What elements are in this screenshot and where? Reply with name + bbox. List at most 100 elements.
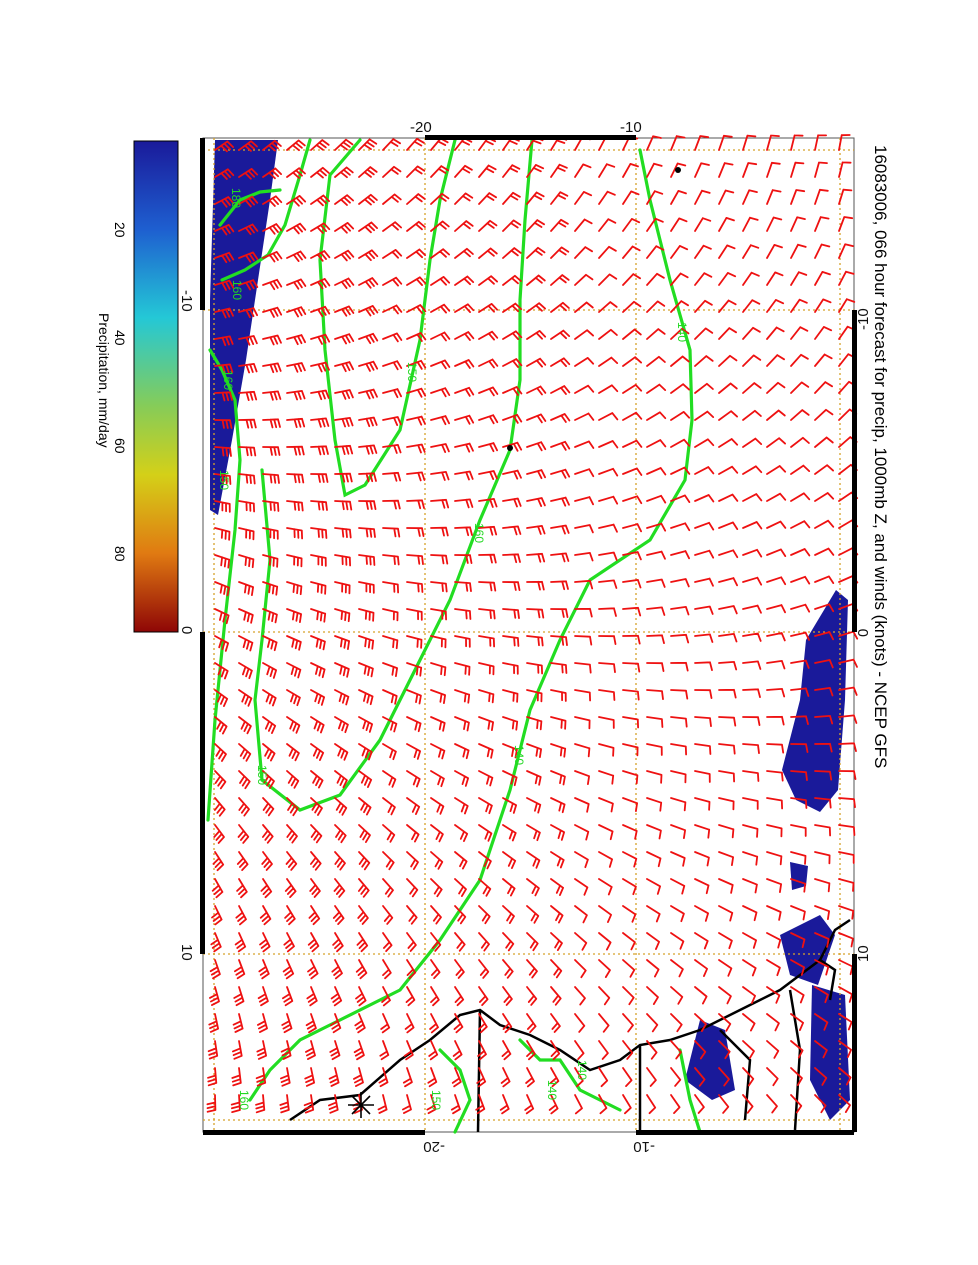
wind-barb	[209, 986, 220, 1006]
wind-barb	[646, 905, 661, 923]
wind-barb	[670, 797, 687, 812]
wind-barb	[406, 851, 419, 870]
wind-barb	[382, 635, 399, 650]
wind-barb	[766, 161, 781, 178]
wind-barb	[238, 279, 259, 291]
wind-barb	[574, 524, 594, 534]
wind-barb	[427, 1067, 438, 1088]
wind-barb	[622, 905, 637, 923]
wind-barb	[574, 273, 594, 286]
wind-barb	[286, 278, 307, 290]
wind-barb	[694, 382, 714, 394]
wind-barb	[406, 905, 418, 925]
wind-barb	[694, 577, 714, 587]
wind-barb	[358, 138, 378, 151]
wind-barb	[814, 878, 831, 893]
wind-barb	[622, 411, 643, 421]
wind-barb	[622, 1040, 634, 1060]
wind-barb	[670, 466, 691, 475]
wind-barb	[478, 414, 499, 425]
wind-barb	[646, 662, 665, 672]
wind-barb	[838, 742, 857, 752]
wind-barb	[622, 606, 642, 617]
wind-barb	[766, 604, 786, 614]
wind-barb	[430, 986, 440, 1007]
wind-barb	[814, 932, 830, 948]
wind-barb	[214, 391, 233, 402]
wind-barb	[694, 189, 711, 205]
wind-barb	[718, 382, 738, 394]
wind-barb	[430, 689, 446, 704]
marker-dot-2	[507, 445, 513, 451]
wind-barb	[598, 1094, 608, 1115]
wind-barb	[478, 743, 494, 759]
wind-barb	[670, 300, 689, 313]
wind-barb	[231, 1067, 242, 1087]
wind-barb	[406, 932, 417, 952]
contour-label-160-b: 160	[221, 370, 235, 390]
wind-barb	[790, 134, 804, 151]
wind-barb	[334, 635, 350, 650]
wind-barb	[670, 1067, 682, 1087]
wind-barb	[478, 192, 497, 205]
wind-barb	[646, 878, 661, 895]
wind-barb	[454, 581, 472, 592]
wind-barb	[430, 716, 446, 732]
wind-barb	[452, 1040, 463, 1061]
wind-barb	[814, 770, 833, 781]
wind-barb	[766, 216, 783, 232]
wind-barb	[406, 797, 421, 815]
wind-barb	[214, 335, 234, 347]
wind-barb	[310, 305, 331, 318]
wind-barb	[766, 986, 781, 1004]
wind-barb	[262, 824, 274, 844]
wind-barb	[718, 354, 738, 367]
wind-barb	[502, 878, 516, 897]
wind-barb	[598, 163, 616, 178]
wind-barb	[526, 986, 538, 1006]
wind-barb	[454, 526, 473, 537]
wind-barb	[718, 824, 735, 839]
wind-barb	[334, 389, 354, 400]
wind-barb	[526, 469, 546, 480]
wind-barb	[838, 905, 855, 920]
wind-barb	[550, 246, 570, 259]
wind-barb	[334, 716, 349, 734]
wind-barb	[622, 851, 638, 868]
wind-barb	[358, 444, 378, 455]
wind-barb	[478, 219, 498, 232]
contour-label-150-a: 150	[405, 362, 419, 382]
wind-barb	[262, 278, 283, 291]
wind-barb	[670, 986, 684, 1005]
wind-barb	[282, 959, 295, 980]
wind-barb	[598, 689, 616, 701]
wind-barb	[430, 770, 445, 788]
contour-label-180: 180	[229, 188, 243, 208]
wind-barb	[502, 581, 521, 591]
wind-barb	[646, 1013, 659, 1033]
wind-barb	[478, 851, 492, 870]
wind-barb	[574, 607, 593, 618]
wind-barb	[454, 635, 471, 648]
contour-140-c	[678, 1048, 702, 1134]
wind-barb	[286, 689, 301, 707]
wind-barb	[309, 878, 321, 898]
wind-barb	[328, 1067, 340, 1087]
wind-barb	[382, 360, 403, 371]
wind-barb	[550, 986, 562, 1006]
wind-barb	[286, 222, 307, 235]
contour-label-140-a: 140	[675, 322, 689, 342]
wind-barb	[238, 473, 256, 485]
wind-barb	[478, 525, 498, 536]
wind-barb	[502, 469, 522, 480]
wind-barb	[694, 244, 712, 259]
wind-barb	[286, 716, 301, 734]
wind-barb	[790, 1013, 804, 1031]
wind-barb	[406, 743, 421, 760]
wind-barb	[622, 1094, 632, 1115]
wind-barb	[214, 554, 231, 569]
wind-barb	[670, 606, 690, 616]
wind-barb	[334, 166, 354, 179]
wind-barb	[814, 464, 834, 475]
wind-barb	[478, 330, 499, 341]
